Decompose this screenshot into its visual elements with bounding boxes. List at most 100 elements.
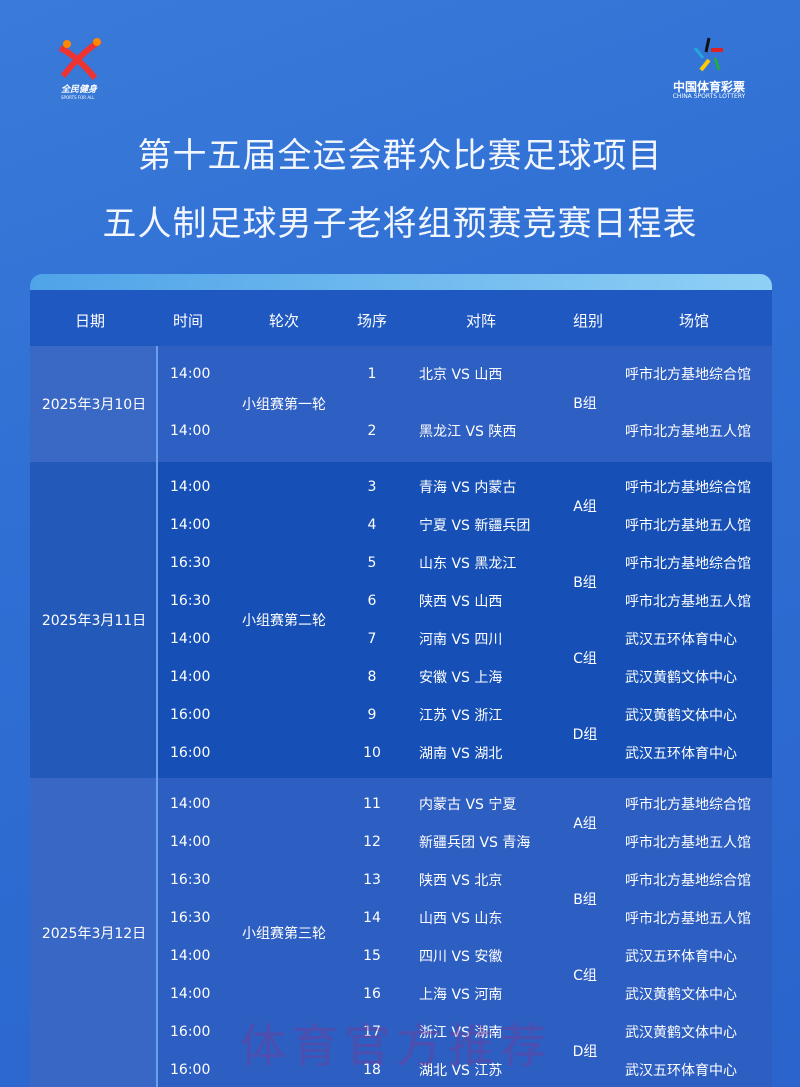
match-teams: 宁夏 VS 新疆兵团	[419, 518, 531, 534]
watermark: 体育官方推荐	[240, 1019, 552, 1073]
match-order: 16	[363, 986, 381, 1002]
match-teams: 浙江 VS 湖南	[419, 1025, 503, 1041]
group-label: A组	[573, 499, 597, 515]
match-venue: 武汉黄鹤文体中心	[625, 670, 737, 686]
round-label: 小组赛第一轮	[242, 397, 326, 413]
match-order: 15	[363, 948, 381, 964]
date-label: 2025年3月10日	[41, 397, 147, 413]
header-match: 对阵	[465, 312, 497, 330]
match-time: 14:00	[170, 796, 211, 812]
match-venue: 呼市北方基地五人馆	[625, 424, 751, 440]
match-venue: 武汉黄鹤文体中心	[625, 708, 737, 724]
match-time: 16:00	[170, 745, 211, 761]
match-order: 13	[363, 872, 381, 888]
date-cell: 2025年3月11日	[30, 462, 158, 778]
match-venue: 武汉黄鹤文体中心	[625, 987, 737, 1003]
group-label: B组	[573, 575, 597, 591]
day-block: 2025年3月10日 小组赛第一轮 14:00 1 北京 VS 山西 呼市北方基地综合馆 1…	[30, 346, 772, 462]
schedule-table: 日期 时间 轮次 场序 对阵 组别 场馆 2025年3月10日 小组赛第一轮 14:…	[30, 274, 772, 1087]
match-order: 2	[367, 423, 377, 439]
match-teams: 新疆兵团 VS 青海	[419, 835, 531, 851]
group-label: B组	[573, 892, 597, 908]
match-order: 18	[363, 1062, 381, 1078]
group-label: D组	[572, 1044, 598, 1060]
match-order: 9	[367, 707, 377, 723]
match-time: 14:00	[170, 948, 211, 964]
match-time: 14:00	[170, 517, 211, 533]
group-label: B组	[573, 395, 597, 412]
match-order: 7	[367, 631, 377, 647]
match-order: 3	[367, 479, 377, 495]
match-teams: 湖北 VS 江苏	[419, 1063, 503, 1079]
header-time: 时间	[172, 312, 204, 330]
match-order: 14	[363, 910, 381, 926]
group-label: C组	[573, 651, 597, 667]
header-order: 场序	[356, 312, 388, 330]
match-order: 10	[363, 745, 381, 761]
match-teams: 上海 VS 河南	[419, 987, 503, 1003]
match-time: 14:00	[170, 631, 211, 647]
day-block: 2025年3月12日 小组赛第三轮 14:00 11 内蒙古 VS 宁夏 呼市北方基地综合…	[30, 778, 772, 1087]
match-order: 17	[363, 1024, 381, 1040]
match-order: 6	[367, 593, 377, 609]
match-teams: 陕西 VS 山西	[419, 594, 503, 610]
match-time: 16:30	[170, 555, 211, 571]
match-venue: 呼市北方基地综合馆	[625, 873, 751, 889]
match-venue: 武汉五环体育中心	[625, 1063, 737, 1079]
match-order: 8	[367, 669, 377, 685]
date-label: 2025年3月12日	[41, 925, 147, 942]
date-cell: 2025年3月12日	[30, 778, 158, 1087]
match-teams: 河南 VS 四川	[419, 632, 503, 648]
match-order: 1	[367, 366, 377, 382]
match-venue: 呼市北方基地五人馆	[625, 518, 751, 534]
match-teams: 青海 VS 内蒙古	[419, 480, 517, 496]
match-order: 11	[363, 796, 381, 812]
match-teams: 陕西 VS 北京	[419, 873, 503, 889]
match-venue: 呼市北方基地五人馆	[625, 835, 751, 851]
match-teams: 北京 VS 山西	[419, 367, 503, 383]
match-venue: 武汉黄鹤文体中心	[625, 1025, 737, 1041]
match-venue: 呼市北方基地综合馆	[625, 367, 751, 383]
match-time: 14:00	[170, 986, 211, 1002]
header-venue: 场馆	[678, 312, 710, 330]
header-date: 日期	[74, 312, 106, 330]
header-group: 组别	[572, 312, 604, 330]
match-venue: 呼市北方基地综合馆	[625, 480, 751, 496]
match-teams: 江苏 VS 浙江	[419, 708, 503, 724]
match-venue: 武汉五环体育中心	[625, 746, 737, 762]
title-line1: 第十五届全运会群众比赛足球项目	[137, 136, 663, 176]
date-label: 2025年3月11日	[41, 613, 147, 629]
match-time: 16:30	[170, 593, 211, 609]
date-cell: 2025年3月10日	[30, 346, 158, 462]
group-label: C组	[573, 968, 597, 984]
china-sports-lottery-logo: 中国体育彩票 CHINA SPORTS LOTTERY	[664, 36, 754, 102]
match-time: 14:00	[170, 366, 211, 382]
match-venue: 呼市北方基地综合馆	[625, 556, 751, 572]
match-time: 14:00	[170, 834, 211, 850]
group-label: D组	[572, 727, 598, 743]
group-label: A组	[573, 816, 597, 832]
match-venue: 呼市北方基地综合馆	[625, 797, 751, 813]
match-order: 5	[367, 555, 377, 571]
day-block: 2025年3月11日 小组赛第二轮 14:00 3 青海 VS 内蒙古 呼市北方基地综合馆…	[30, 462, 772, 778]
match-time: 16:30	[170, 910, 211, 926]
round-label: 小组赛第三轮	[242, 925, 326, 942]
match-teams: 山东 VS 黑龙江	[419, 556, 517, 572]
round-label: 小组赛第二轮	[242, 613, 326, 629]
table-top-bar	[30, 274, 772, 290]
header-round: 轮次	[268, 312, 300, 330]
match-teams: 安徽 VS 上海	[419, 670, 503, 686]
match-venue: 武汉五环体育中心	[625, 632, 737, 648]
match-teams: 黑龙江 VS 陕西	[419, 424, 517, 440]
match-teams: 山西 VS 山东	[419, 911, 503, 927]
match-teams: 内蒙古 VS 宁夏	[419, 797, 517, 813]
match-time: 16:00	[170, 1024, 211, 1040]
match-venue: 呼市北方基地五人馆	[625, 911, 751, 927]
match-time: 14:00	[170, 423, 211, 439]
match-time: 14:00	[170, 669, 211, 685]
match-venue: 呼市北方基地五人馆	[625, 594, 751, 610]
match-teams: 湖南 VS 湖北	[419, 746, 503, 762]
match-time: 14:00	[170, 479, 211, 495]
match-teams: 四川 VS 安徽	[419, 949, 503, 965]
match-time: 16:00	[170, 1062, 211, 1078]
